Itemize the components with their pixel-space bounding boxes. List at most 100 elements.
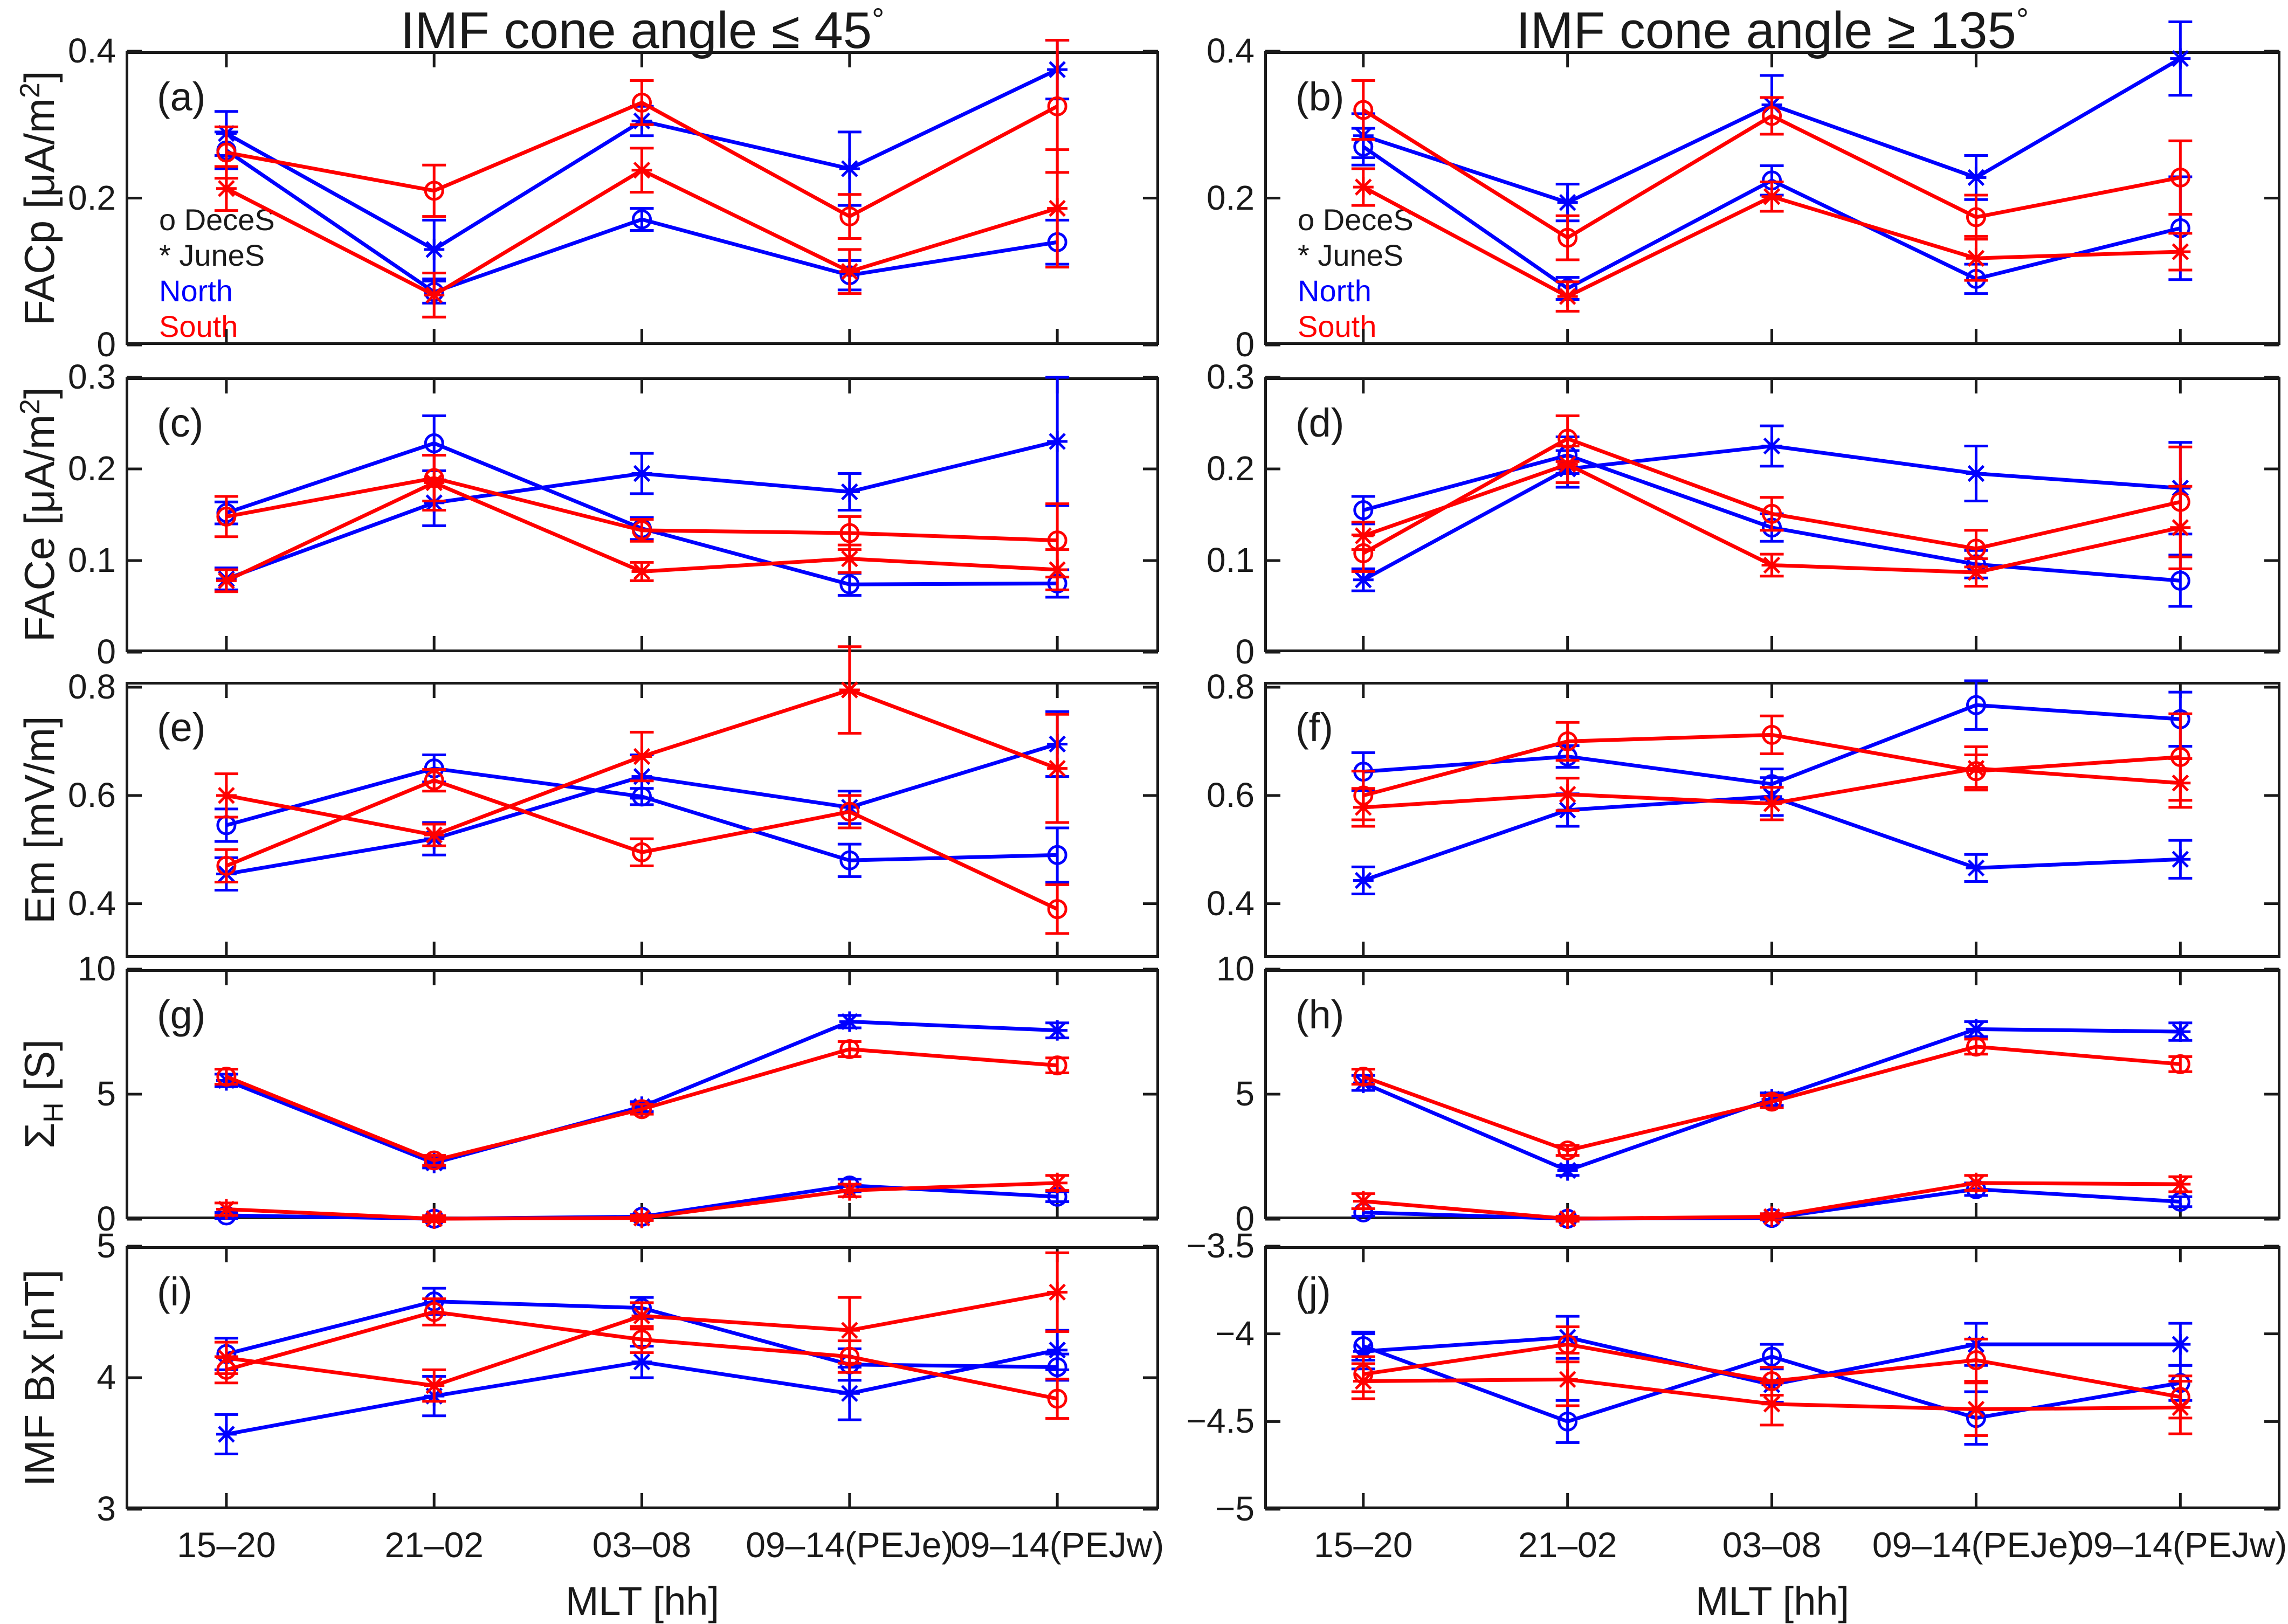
x-tick-label: 15–20 [177, 1525, 276, 1565]
circle-marker [839, 801, 860, 822]
asterisk-marker [1761, 1206, 1782, 1227]
asterisk-marker [1047, 1020, 1068, 1041]
asterisk-marker [1557, 1369, 1578, 1390]
asterisk-marker [1047, 1339, 1068, 1360]
asterisk-marker [839, 1320, 860, 1341]
y-tick-label: 0.6 [68, 775, 116, 814]
x-tick-label: 03–08 [1722, 1525, 1822, 1565]
y-tick-label: 4 [97, 1358, 116, 1397]
series-line [225, 1019, 1058, 1165]
asterisk-marker [1353, 1191, 1374, 1212]
asterisk-marker [839, 680, 860, 701]
error-bar [1964, 679, 1988, 731]
asterisk-marker [839, 1383, 860, 1404]
x-tick-label: 21–02 [1518, 1525, 1617, 1565]
y-tick-label: 0.8 [68, 667, 116, 707]
asterisk-marker [424, 285, 445, 306]
asterisk-marker [1761, 555, 1782, 576]
asterisk-marker [216, 785, 237, 806]
asterisk-marker [424, 472, 445, 493]
x-tick-label: 15–20 [1314, 1525, 1413, 1565]
axis-ticks [127, 1245, 1158, 1511]
legend-item-north: North [1298, 274, 1372, 308]
series-north-deces [1351, 127, 2193, 301]
panel-g [126, 968, 1159, 1229]
axis-ticks [127, 683, 1158, 957]
asterisk-marker [631, 463, 652, 484]
x-tick-label: 09–14(PEJw) [2073, 1525, 2287, 1565]
series-north-junes [214, 1011, 1070, 1173]
legend-item-junes: * JuneS [159, 238, 265, 273]
circle-marker [1558, 227, 1578, 248]
error-bar [1045, 1377, 1070, 1420]
x-tick-label: 09–14(PEJe) [1872, 1525, 2080, 1565]
axis-ticks [1265, 1245, 2279, 1511]
panel-letter: (g) [157, 992, 206, 1037]
asterisk-marker [839, 481, 860, 502]
asterisk-marker [216, 178, 237, 199]
circle-marker [1047, 845, 1067, 865]
y-tick-label: 0.6 [1207, 775, 1255, 814]
error-bar [422, 163, 446, 218]
asterisk-marker [424, 1208, 445, 1229]
circle-marker [1966, 1036, 1986, 1057]
asterisk-marker [216, 1347, 237, 1369]
series-south-junes [214, 1172, 1070, 1229]
error-bar [837, 842, 862, 878]
x-tick-label: 09–14(PEJw) [950, 1525, 1164, 1565]
legend-item-deces: o DeceS [1298, 203, 1414, 237]
asterisk-marker [1047, 1172, 1068, 1193]
series-south-deces [1351, 1036, 2193, 1160]
circle-marker [424, 433, 444, 453]
asterisk-marker [1966, 562, 1987, 583]
asterisk-marker [1353, 569, 1374, 590]
y-tick-label: 10 [1216, 949, 1255, 988]
circle-marker [1353, 100, 1374, 120]
asterisk-marker [1353, 870, 1374, 891]
panel-h [1264, 968, 2280, 1229]
circle-marker [2170, 570, 2190, 591]
asterisk-marker [1047, 559, 1068, 580]
asterisk-marker [839, 261, 860, 282]
y-tick-label: 3 [97, 1489, 116, 1528]
panel-letter: (j) [1295, 1269, 1331, 1314]
circle-marker [2170, 1054, 2190, 1074]
error-bar [1351, 79, 1375, 141]
y-tick-label: 5 [97, 1226, 116, 1265]
series-south-junes [214, 147, 1070, 319]
series-south-deces [1351, 79, 2193, 261]
panel-letter: (e) [157, 705, 206, 750]
asterisk-marker [1966, 167, 1987, 188]
asterisk-marker [2170, 772, 2191, 793]
panel-b [1264, 20, 2280, 347]
asterisk-marker [2170, 517, 2191, 538]
circle-marker [1762, 1346, 1782, 1367]
asterisk-marker [1966, 1172, 1987, 1193]
circle-marker [632, 92, 652, 113]
y-tick-label: 0.4 [1207, 883, 1255, 923]
circle-marker [1047, 899, 1067, 920]
error-bar [1555, 214, 1580, 261]
circle-marker [424, 770, 444, 791]
y-tick-label: 0 [1235, 632, 1255, 671]
asterisk-marker [1966, 758, 1987, 779]
circle-marker [1558, 731, 1578, 751]
error-bar [630, 79, 654, 126]
y-tick-label: −3.5 [1186, 1226, 1255, 1265]
y-tick-label: 0.4 [68, 31, 116, 70]
circle-marker [632, 1099, 652, 1119]
error-bar [1760, 1094, 1784, 1110]
legend-item-south: South [159, 309, 238, 344]
panel-i [126, 1245, 1159, 1511]
error-bar [837, 794, 862, 830]
error-bar [2168, 139, 2193, 216]
axis-ticks [127, 968, 1158, 1221]
x-axis-label-right: MLT [hh] [1695, 1579, 1850, 1623]
error-bar [1760, 714, 1784, 756]
asterisk-marker [1557, 1160, 1578, 1181]
panel-e [126, 645, 1159, 958]
plot-frame [126, 377, 1159, 652]
axis-ticks [1265, 376, 2279, 654]
series-south-junes [1351, 745, 2193, 828]
panel-a [126, 39, 1159, 347]
